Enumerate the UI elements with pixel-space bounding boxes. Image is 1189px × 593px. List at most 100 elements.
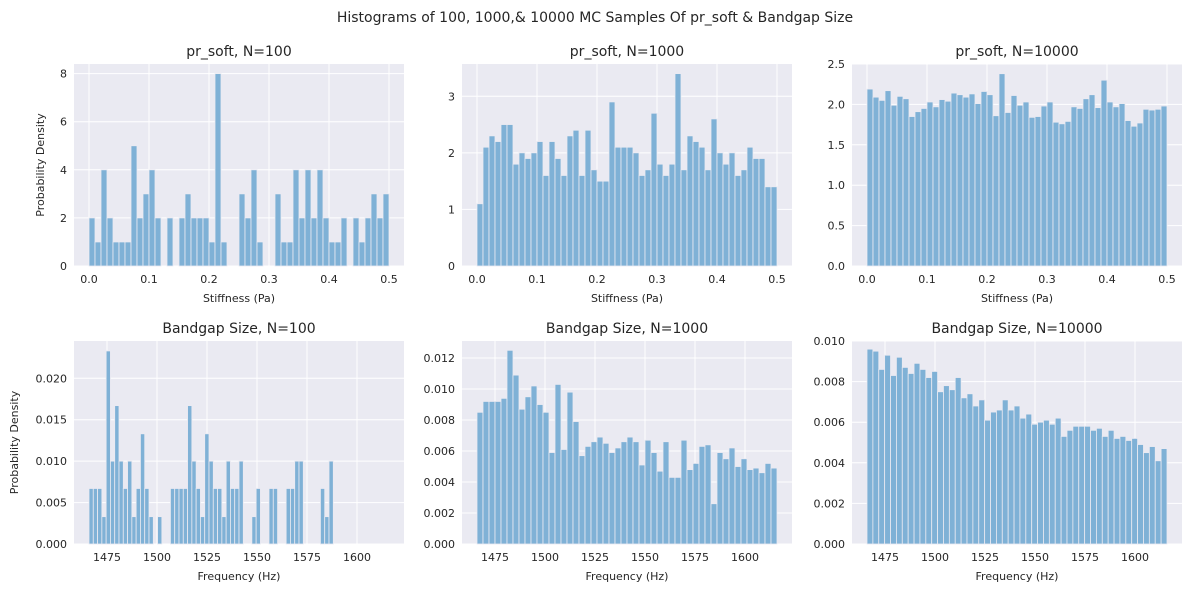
histogram-bar [1154,460,1162,545]
histogram-bar [118,460,124,545]
x-tick-label: 0.1 [528,273,546,286]
histogram-bar [932,106,940,267]
x-tick-label: 0.1 [918,273,936,286]
histogram-bar [984,419,991,545]
histogram-bar [518,408,526,545]
histogram-bar [620,441,628,545]
histogram-bar [251,516,257,545]
histogram-bar [256,241,264,267]
subplot: 0.0 0.1 0.2 0.3 0.4 0.5 0 2 4 6 8 pr_soft, N=100 Sti… [34,44,404,305]
histogram-bar [376,217,384,267]
histogram-bar [142,193,150,267]
histogram-bar [136,217,144,267]
histogram-bar [632,152,640,267]
y-tick-label: 6 [60,116,67,129]
histogram-bar [214,73,222,267]
histogram-bar [998,73,1006,267]
histogram-bar [1016,104,1024,267]
subplot: 0.0 0.1 0.2 0.3 0.4 0.5 0 1 2 3 pr_soft, N=1000 Sti… [448,44,792,305]
histogram-bar [866,348,874,545]
histogram-bar [890,375,897,545]
histogram-bar [1118,103,1126,267]
histogram-bar [608,452,616,545]
x-tick-label: 0.0 [858,273,876,286]
histogram-bar [364,217,372,267]
histogram-bar [166,217,174,267]
histogram-bar [1004,112,1012,267]
x-axis-label: Frequency (Hz) [198,570,281,583]
histogram-bar [190,217,198,267]
x-tick-label: 1475 [93,551,121,564]
histogram-bar [506,124,514,267]
histogram-bar [746,146,754,267]
subplot-title: pr_soft, N=1000 [570,44,684,60]
histogram-bar [204,433,210,545]
histogram-bar [334,241,342,267]
histogram-bar [112,241,120,267]
histogram-bar [884,90,892,267]
histogram-bar [292,169,300,267]
histogram-bar [560,175,568,267]
histogram-bar [978,399,986,545]
x-axis-label: Stiffness (Pa) [981,292,1053,305]
histogram-bar [217,488,223,545]
histogram-bar [692,141,700,267]
histogram-bar [1125,440,1133,545]
histogram-bar [896,356,903,545]
histogram-bar [208,460,214,545]
histogram-bar [1046,101,1054,267]
histogram-bar [88,488,94,545]
histogram-bar [626,146,634,267]
y-axis-label: Probability Density [34,113,47,217]
histogram-bar [722,163,730,267]
y-tick-label: 1 [448,203,455,216]
histogram-bar [316,169,324,267]
histogram-bar [948,389,956,545]
histogram-bar [106,217,114,267]
histogram-bar [382,193,390,267]
histogram-bar [1148,446,1156,545]
histogram-bar [716,152,724,267]
histogram-bar [310,217,318,267]
histogram-bar [584,129,592,267]
histogram-bar [1052,121,1060,267]
histogram-bar [602,180,610,267]
subplot: 1475 1500 1525 1550 1575 1600 0.000 0.005 0.010 0… [8,321,404,583]
x-tick-label: 0.3 [260,273,278,286]
x-tick-label: 1500 [143,551,171,564]
y-tick-label: 0.002 [814,497,846,510]
histogram-bar [1154,108,1162,267]
histogram-bar [238,460,244,545]
y-tick-label: 0.015 [36,414,68,427]
y-tick-label: 0.000 [814,538,846,551]
x-axis-label: Frequency (Hz) [976,570,1059,583]
x-tick-label: 1600 [731,551,759,564]
x-tick-label: 0.5 [380,273,398,286]
y-tick-label: 2 [60,212,67,225]
histogram-bar [328,460,334,545]
histogram-bar [1060,436,1068,545]
histogram-bar [764,463,772,545]
histogram-bar [764,186,772,267]
x-tick-label: 0.3 [648,273,666,286]
y-tick-label: 0.010 [424,383,456,396]
histogram-bar [122,488,128,545]
histogram-bar [230,488,236,545]
histogram-bar [1148,109,1156,267]
histogram-bar [298,460,304,545]
histogram-bar [931,371,938,545]
histogram-bar [268,488,274,545]
figure-title: Histograms of 100, 1000,& 10000 MC Sampl… [337,10,853,26]
histogram-bar [626,436,634,545]
x-tick-label: 0.2 [588,273,606,286]
histogram-bar [674,476,682,545]
histogram-bar [250,169,258,267]
histogram-bar [202,217,210,267]
histogram-bar [674,73,682,267]
histogram-bar [740,458,748,545]
histogram-bar [890,104,898,267]
histogram-bar [148,169,156,267]
histogram-bar [225,460,231,545]
histogram-bar [902,98,910,267]
histogram-bar [1124,120,1132,267]
